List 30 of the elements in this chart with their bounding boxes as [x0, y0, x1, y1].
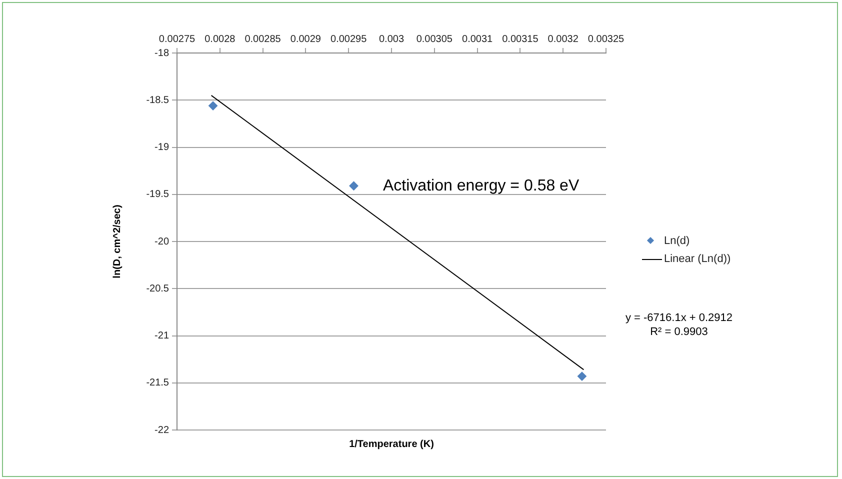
x-tick-label: 0.00325 [588, 34, 625, 45]
point [349, 181, 358, 190]
y-tick-label: -19.5 [146, 189, 170, 200]
annotation: Activation energy = 0.58 eV [383, 177, 580, 194]
legend-label: Ln(d) [664, 235, 690, 247]
x-axis-title: 1/Temperature (K) [349, 438, 434, 450]
y-tick-label: -20.5 [146, 283, 170, 294]
x-tick-label: 0.003 [378, 34, 404, 45]
x-tick-label: 0.00295 [330, 34, 368, 45]
point [208, 101, 218, 110]
y-tick-label: -22 [154, 424, 170, 436]
x-tick-label: 0.00275 [158, 34, 196, 45]
y-tick-label: -21 [154, 330, 170, 342]
y-tick-label: -21.5 [146, 378, 170, 389]
legend-label: Linear (Ln(d)) [664, 253, 731, 265]
point [577, 372, 586, 381]
x-tick-label: 0.00315 [502, 34, 539, 45]
x-tick-label: 0.00305 [416, 34, 453, 45]
x-tick-label: 0.00285 [244, 34, 282, 45]
y-axis-title: ln(D, cm^2/sec) [112, 204, 123, 278]
text: R² = 0.9903 [650, 326, 708, 338]
text: y = -6716.1x + 0.2912 [625, 312, 733, 324]
y-tick-label: -18 [154, 48, 170, 59]
y-tick-label: -18.5 [146, 94, 170, 106]
y-tick-label: -19 [154, 142, 170, 153]
x-tick-label: 0.0028 [204, 34, 236, 45]
x-tick-label: 0.0029 [290, 34, 322, 45]
y-tick-label: -20 [154, 236, 170, 248]
x-tick-label: 0.0032 [548, 34, 579, 45]
x-tick-label: 0.0031 [462, 34, 494, 45]
